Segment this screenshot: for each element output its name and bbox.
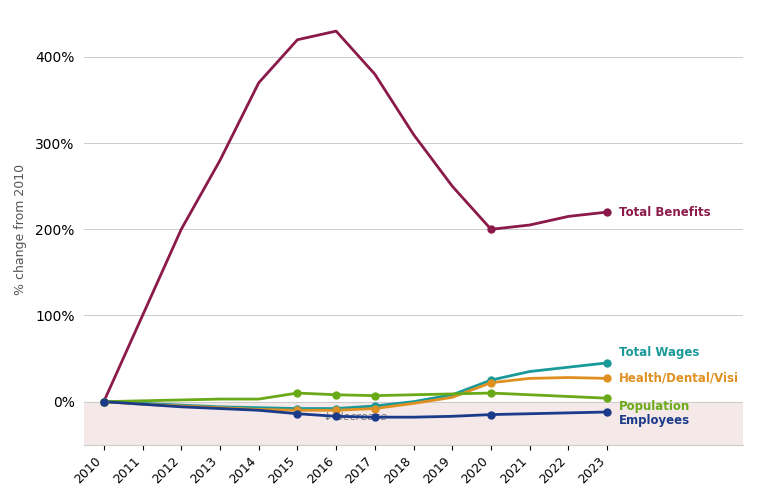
Text: Employees: Employees [619,414,690,427]
Text: ↓ decrease: ↓ decrease [324,412,388,422]
Text: Total Wages: Total Wages [619,346,699,359]
Text: Health/Dental/Visi: Health/Dental/Visi [619,372,739,385]
Y-axis label: % change from 2010: % change from 2010 [14,164,27,295]
Text: Total Benefits: Total Benefits [619,206,711,218]
Bar [84,402,743,444]
Text: Population: Population [619,400,690,413]
